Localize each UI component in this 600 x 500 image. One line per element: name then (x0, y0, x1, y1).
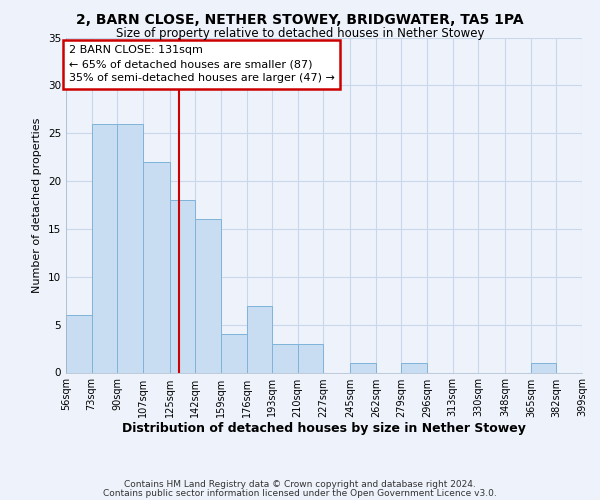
Bar (298, 344, 323, 372)
Bar (221, 334, 247, 372)
Bar (401, 363, 427, 372)
Text: Size of property relative to detached houses in Nether Stowey: Size of property relative to detached ho… (116, 28, 484, 40)
Bar (66, 315, 92, 372)
Bar (196, 220, 221, 372)
Bar (143, 162, 170, 372)
Bar (92, 124, 117, 372)
Text: Contains public sector information licensed under the Open Government Licence v3: Contains public sector information licen… (103, 488, 497, 498)
Bar (350, 363, 376, 372)
Text: 2, BARN CLOSE, NETHER STOWEY, BRIDGWATER, TA5 1PA: 2, BARN CLOSE, NETHER STOWEY, BRIDGWATER… (76, 12, 524, 26)
Text: 2 BARN CLOSE: 131sqm
← 65% of detached houses are smaller (87)
35% of semi-detac: 2 BARN CLOSE: 131sqm ← 65% of detached h… (69, 45, 335, 83)
Bar (247, 306, 272, 372)
Text: Contains HM Land Registry data © Crown copyright and database right 2024.: Contains HM Land Registry data © Crown c… (124, 480, 476, 489)
Bar (531, 363, 556, 372)
X-axis label: Distribution of detached houses by size in Nether Stowey: Distribution of detached houses by size … (122, 422, 526, 436)
Bar (117, 124, 143, 372)
Y-axis label: Number of detached properties: Number of detached properties (32, 118, 43, 292)
Bar (272, 344, 298, 372)
Bar (170, 200, 196, 372)
